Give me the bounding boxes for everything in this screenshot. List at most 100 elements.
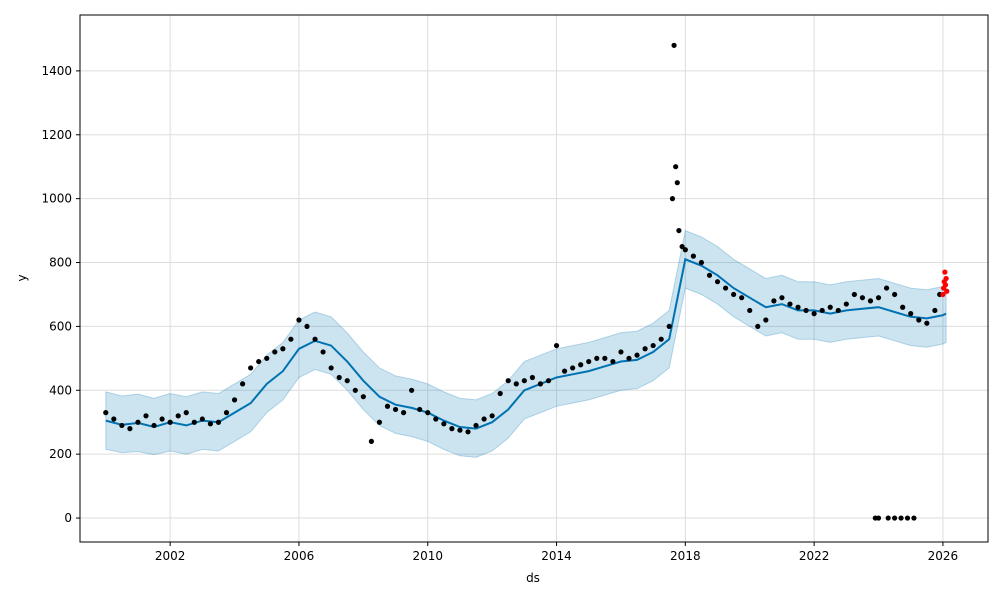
observed-point: [771, 298, 777, 304]
grid-lines: [80, 15, 988, 542]
observed-point: [673, 164, 679, 170]
observed-point: [360, 394, 366, 400]
observed-point-zero: [911, 515, 917, 521]
observed-point: [143, 413, 149, 419]
observed-point: [457, 427, 463, 433]
recent-point: [940, 291, 946, 298]
observed-point: [674, 180, 680, 186]
observed-point: [679, 243, 685, 250]
observed-point: [529, 374, 535, 381]
observed-point: [859, 295, 866, 301]
y-tick-label: 800: [49, 256, 72, 270]
observed-point: [602, 355, 608, 361]
observed-point: [505, 378, 511, 384]
observed-point: [272, 349, 278, 355]
observed-point: [304, 323, 310, 330]
observed-point: [344, 378, 350, 384]
observed-point: [159, 416, 165, 422]
observed-point: [231, 397, 238, 403]
recent-point: [943, 275, 949, 282]
observed-point: [827, 304, 833, 310]
x-tick-label: 2014: [541, 549, 572, 563]
observed-point: [280, 346, 286, 352]
observed-point: [215, 419, 222, 425]
observed-point: [296, 317, 302, 323]
observed-point: [368, 438, 374, 444]
observed-point: [336, 374, 342, 381]
observed-point: [618, 349, 624, 355]
observed-point: [924, 320, 930, 326]
observed-point: [264, 355, 270, 361]
observed-point: [400, 410, 407, 416]
observed-point: [795, 304, 801, 310]
observed-point: [207, 421, 214, 427]
observed-point: [175, 413, 181, 419]
observed-point: [811, 311, 817, 317]
observed-point: [916, 317, 922, 323]
observed-point: [537, 381, 544, 387]
observed-point: [787, 301, 793, 307]
observed-point: [256, 358, 262, 365]
recent-point: [944, 288, 950, 294]
observed-point: [425, 410, 431, 416]
forecast-yhat-line: [105, 257, 947, 430]
y-axis-ticks: 0 200 400 600 800 1000 1200 1400: [41, 64, 80, 525]
observed-point-zero: [892, 515, 898, 521]
observed-point: [586, 358, 592, 365]
observed-point: [191, 419, 197, 425]
observed-point: [714, 279, 721, 285]
observed-point: [578, 362, 584, 368]
observed-point: [199, 416, 205, 422]
y-tick-label: 200: [49, 447, 72, 461]
y-tick-label: 1200: [41, 128, 72, 142]
observed-point: [111, 416, 117, 422]
observed-point: [892, 291, 898, 298]
observed-point: [819, 307, 825, 314]
observed-point: [497, 390, 503, 397]
observed-point: [666, 323, 672, 330]
observed-point-zero: [875, 515, 882, 521]
observed-point: [489, 413, 495, 419]
y-tick-label: 1400: [41, 64, 72, 78]
observed-point: [626, 355, 632, 361]
observed-point: [722, 285, 729, 291]
observed-point: [135, 419, 141, 425]
y-tick-label: 1000: [41, 192, 72, 206]
x-tick-label: 2010: [412, 549, 443, 563]
observed-point: [755, 323, 761, 330]
y-tick-label: 400: [49, 383, 72, 397]
observed-point: [900, 304, 906, 310]
observed-point: [473, 422, 479, 429]
x-tick-label: 2022: [799, 549, 830, 563]
x-axis-ticks: 2002 2006 2010 2014 2018 2022 2026: [155, 542, 958, 563]
observed-point: [312, 336, 318, 342]
observed-point: [288, 336, 294, 342]
forecast-line: [105, 257, 947, 430]
observed-point: [545, 378, 552, 384]
recent-point: [942, 282, 949, 288]
plot-frame: [79, 14, 989, 543]
observed-point: [320, 349, 326, 355]
observed-point: [706, 272, 713, 278]
observed-point: [127, 426, 133, 432]
observed-point: [384, 403, 391, 409]
observed-point-zero: [904, 515, 911, 521]
y-tick-label: 0: [64, 511, 72, 525]
observed-point: [634, 352, 640, 358]
x-tick-label: 2018: [670, 549, 701, 563]
observed-point: [561, 368, 568, 374]
observed-point: [739, 295, 745, 301]
observed-point: [779, 295, 785, 301]
observed-point: [465, 429, 471, 435]
observed-point: [376, 419, 383, 425]
observed-point: [570, 365, 576, 371]
observed-point: [671, 42, 677, 48]
observed-point: [682, 247, 688, 253]
observed-point: [594, 355, 600, 361]
observed-point: [851, 291, 857, 298]
observed-point: [433, 416, 439, 422]
observed-point: [417, 406, 423, 413]
observed-point: [875, 295, 882, 301]
observed-point-zero: [885, 515, 891, 521]
observed-point: [731, 291, 737, 298]
